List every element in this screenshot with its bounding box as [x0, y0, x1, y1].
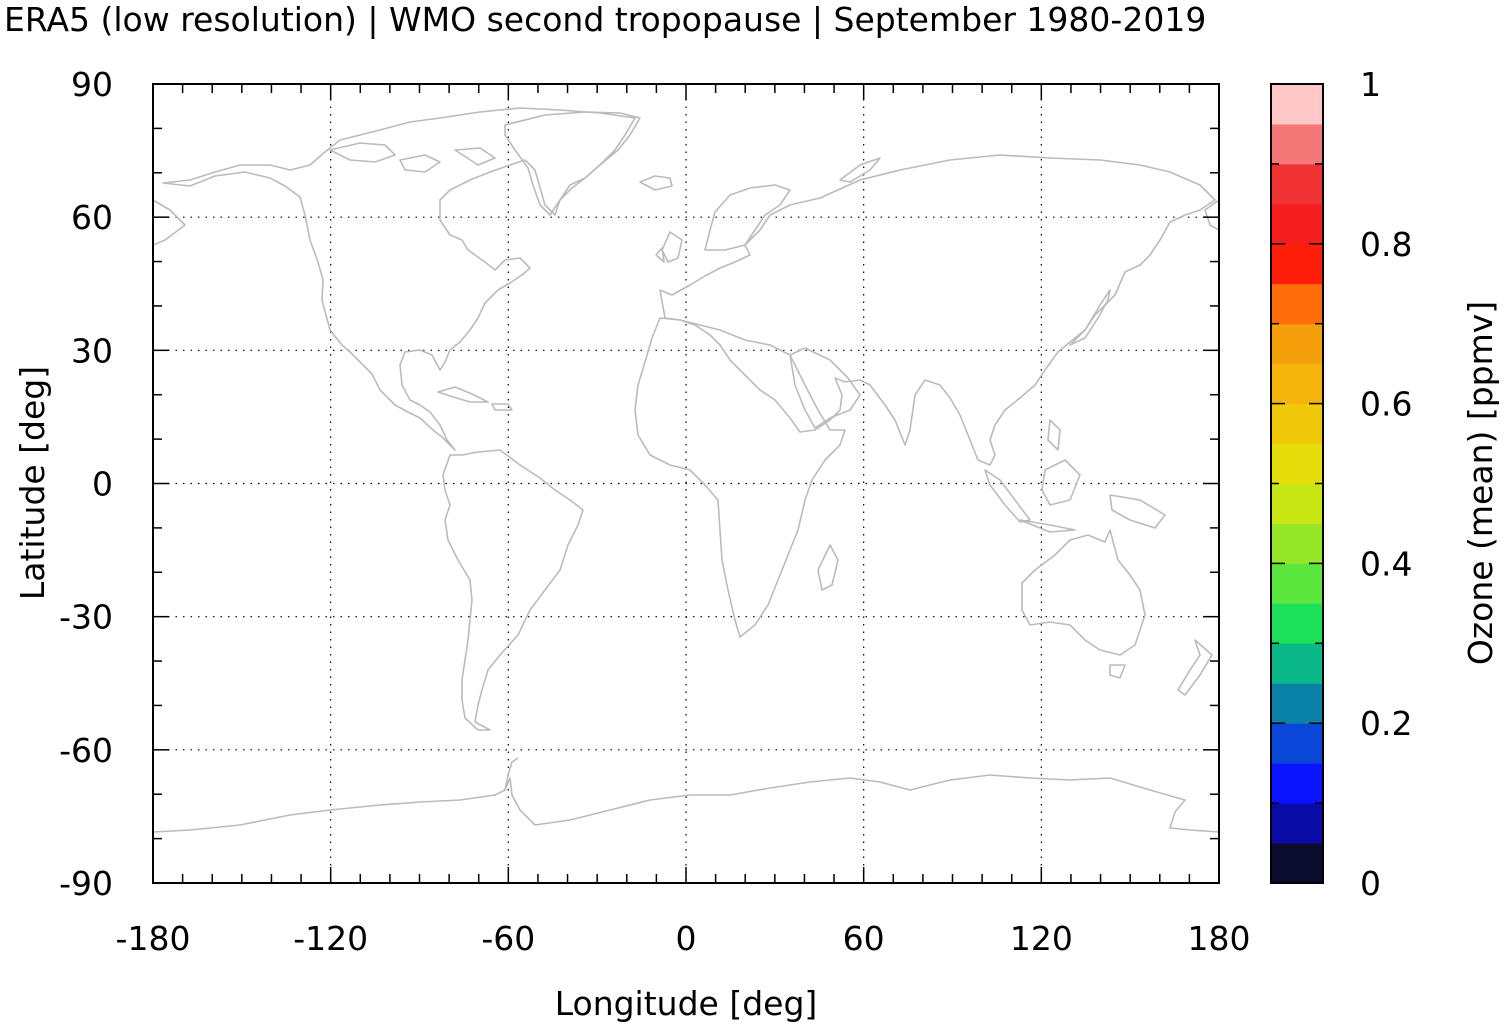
coastline-cuba	[437, 386, 489, 403]
coastline-novaya-zemlya	[839, 157, 881, 183]
colorbar-segment	[1271, 683, 1323, 724]
colorbar-segment	[1271, 123, 1323, 165]
coastline-north-america	[162, 107, 636, 451]
coastline-chukotka	[152, 199, 1220, 246]
colorbar-segment	[1271, 443, 1323, 484]
colorbar-label: Ozone (mean) [ppmv]	[1461, 301, 1500, 665]
y-tick-label: -30	[59, 598, 113, 637]
coastline-hispaniola	[491, 403, 513, 411]
colorbar-segment	[1271, 803, 1323, 844]
colorbar-segment	[1271, 84, 1323, 125]
y-tick-label: -60	[59, 731, 113, 770]
coastline-new-guinea	[1109, 494, 1166, 529]
colorbar-segment	[1271, 523, 1323, 564]
coastline-japan	[1069, 289, 1111, 346]
colorbar-tick-label: 0.6	[1360, 385, 1412, 424]
grid-lines	[153, 84, 1219, 883]
x-tick-label: 60	[843, 919, 885, 958]
y-tick-label: -90	[59, 864, 113, 903]
colorbar-tick-label: 0.4	[1360, 544, 1412, 583]
colorbar-segment	[1271, 763, 1323, 804]
colorbar-ticks: 0 0.2 0.4 0.6 0.8 1	[1271, 65, 1412, 903]
coastline-scandinavia	[704, 184, 791, 251]
x-tick-label: -60	[481, 919, 535, 958]
colorbar-segment	[1271, 163, 1323, 205]
colorbar-segment	[1271, 723, 1323, 764]
x-tick-label: -180	[116, 919, 191, 958]
coastline-borneo	[1041, 459, 1081, 506]
colorbar-segment	[1271, 403, 1323, 445]
colorbar-tick-label: 0.2	[1360, 704, 1412, 743]
coastline-antarctica	[152, 774, 1220, 833]
coastline-new-zealand	[1177, 639, 1213, 696]
y-tick-label: 90	[71, 65, 113, 104]
colorbar-segment	[1271, 843, 1323, 884]
coastline-south-america	[442, 449, 584, 731]
x-axis-label: Longitude [deg]	[555, 984, 818, 1023]
y-axis-label: Latitude [deg]	[13, 366, 52, 600]
x-tick-label: 180	[1188, 919, 1251, 958]
colorbar-segment	[1271, 243, 1323, 285]
coastline-sumatra	[984, 469, 1031, 523]
coastline-madagascar	[817, 544, 839, 591]
coastline-eurasia	[659, 154, 1216, 466]
y-axis-ticks: 90 60 30 0 -30 -60 -90	[59, 65, 1219, 903]
y-tick-label: 30	[71, 331, 113, 370]
coastline-iceland	[639, 175, 673, 191]
colorbar-segment	[1271, 483, 1323, 524]
x-axis-ticks: -180 -120 -60 0 60 120 180	[116, 84, 1251, 958]
axes: -180 -120 -60 0 60 120 180 90 60 30 0 -30 -60 -90	[59, 65, 1250, 958]
coastline-britain	[655, 231, 683, 263]
colorbar-tick-label: 0	[1360, 864, 1381, 903]
x-tick-label: 120	[1010, 919, 1073, 958]
colorbar-segment	[1271, 363, 1323, 405]
coastline-philippines	[1047, 419, 1061, 451]
colorbar-tick-label: 1	[1360, 65, 1381, 104]
colorbar-tick-label: 0.8	[1360, 225, 1412, 264]
coastline-tasmania	[1109, 664, 1126, 679]
coastline-arctic-islands	[329, 142, 496, 173]
colorbar-segment	[1271, 283, 1323, 325]
coastline-greenland	[504, 111, 641, 216]
colorbar-segment	[1271, 323, 1323, 365]
colorbar-segment	[1271, 643, 1323, 684]
coastline-arabia	[789, 347, 861, 429]
chart-title: ERA5 (low resolution) | WMO second tropo…	[4, 0, 1207, 39]
colorbar-segment	[1271, 603, 1323, 644]
y-tick-label: 0	[92, 465, 113, 504]
x-tick-label: 0	[676, 919, 697, 958]
colorbar-segment	[1271, 563, 1323, 604]
coastline-australia	[1021, 529, 1146, 656]
colorbar	[1270, 83, 1324, 884]
y-tick-label: 60	[71, 198, 113, 237]
coastline-antarctic-peninsula	[504, 757, 519, 791]
x-tick-label: -120	[293, 919, 368, 958]
coastlines	[152, 107, 1220, 833]
coastline-java	[1019, 519, 1076, 533]
colorbar-segment	[1271, 203, 1323, 245]
coastline-africa	[634, 317, 846, 638]
